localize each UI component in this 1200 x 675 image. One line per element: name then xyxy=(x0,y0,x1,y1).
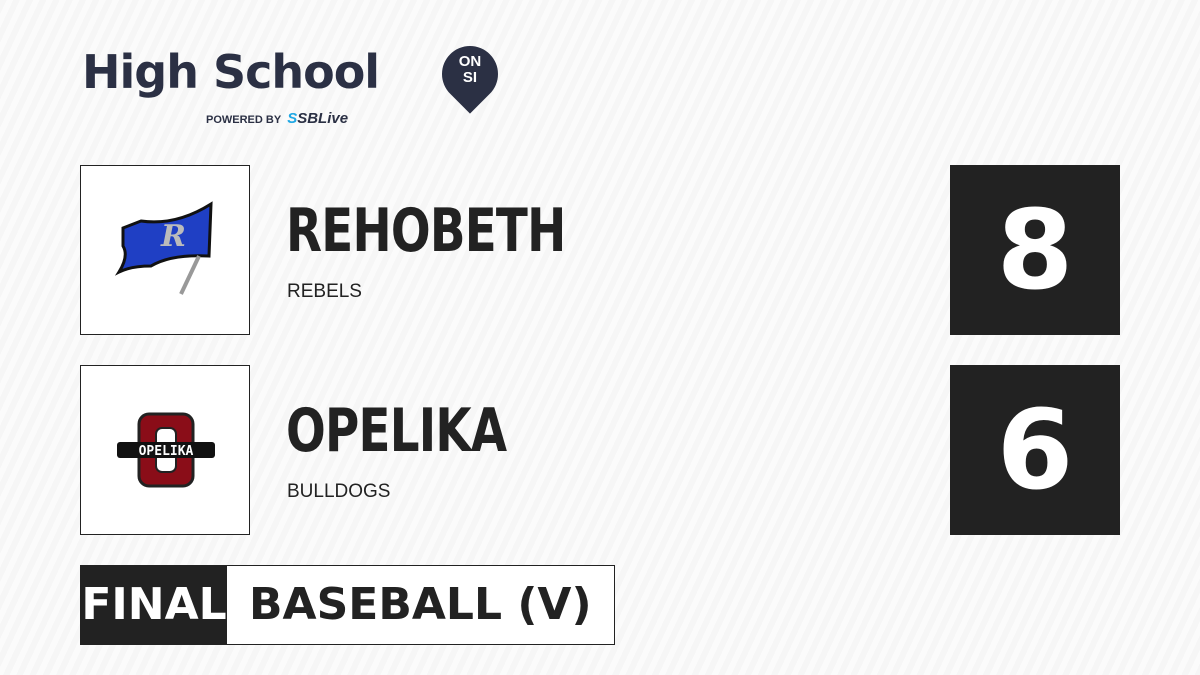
score-home: 8 xyxy=(950,165,1120,335)
game-status: FINAL BASEBALL (V) xyxy=(80,565,615,645)
team-logo-opelika: OPELIKA xyxy=(80,365,250,535)
powered-by: POWERED BY SSBLive xyxy=(206,110,348,127)
svg-text:R: R xyxy=(160,219,186,254)
partner-prefix: S xyxy=(287,110,298,127)
team-logo-rehobeth: R xyxy=(80,165,250,335)
team-name-away: OPELIKA xyxy=(286,396,507,466)
final-label: FINAL xyxy=(81,566,227,644)
powered-by-label: POWERED BY xyxy=(206,114,282,126)
partner-name: SBLive xyxy=(297,110,349,127)
team-mascot-away: BULLDOGS xyxy=(287,481,391,502)
logo-title: High School xyxy=(82,45,380,99)
team-name-home: REHOBETH xyxy=(286,196,566,266)
o-logo-icon: OPELIKA xyxy=(117,412,215,488)
logo-text: OPELIKA xyxy=(139,444,194,459)
sport-label: BASEBALL (V) xyxy=(249,579,592,630)
badge-bottom: SI xyxy=(462,69,478,86)
flag-icon: R xyxy=(114,201,213,295)
team-mascot-home: REBELS xyxy=(287,281,362,302)
score-away: 6 xyxy=(950,365,1120,535)
badge-top: ON xyxy=(458,53,482,70)
high-school-on-si-logo: High School ON SI POWERED BY SSBLive xyxy=(82,34,510,127)
